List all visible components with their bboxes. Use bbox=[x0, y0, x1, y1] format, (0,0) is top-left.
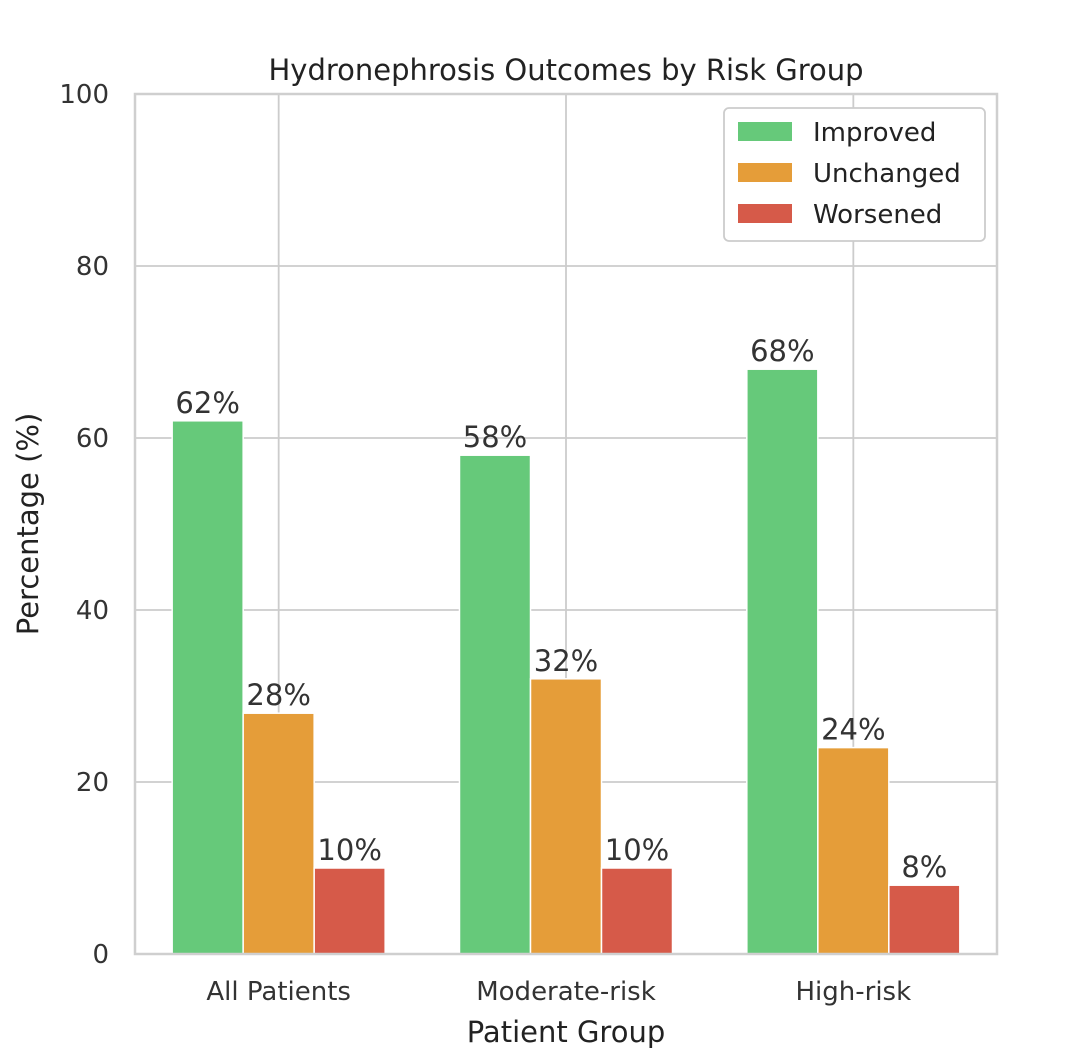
legend-label-worsened: Worsened bbox=[813, 200, 942, 230]
legend-swatch-worsened bbox=[738, 204, 792, 223]
bar-value-label: 32% bbox=[534, 644, 598, 678]
plot-frame bbox=[133, 92, 999, 956]
y-axis-ticks: 0 20 40 60 80 100 bbox=[59, 80, 109, 970]
y-tick-label: 40 bbox=[76, 596, 109, 626]
legend-swatch-improved bbox=[738, 122, 792, 141]
y-tick-label: 0 bbox=[92, 940, 109, 970]
x-axis-ticks: All Patients Moderate-risk High-risk bbox=[206, 977, 911, 1007]
legend-label-improved: Improved bbox=[813, 118, 936, 148]
bar-value-label: 58% bbox=[463, 420, 527, 454]
bar-value-label: 10% bbox=[317, 833, 381, 867]
bar-value-label: 10% bbox=[605, 833, 669, 867]
bars bbox=[171, 368, 961, 955]
legend: Improved Unchanged Worsened bbox=[723, 107, 986, 242]
chart-title: Hydronephrosis Outcomes by Risk Group bbox=[268, 53, 863, 87]
y-axis-label: Percentage (%) bbox=[11, 413, 45, 636]
x-tick-label: All Patients bbox=[206, 977, 351, 1007]
bar-worsened bbox=[600, 867, 674, 955]
bar-value-label: 68% bbox=[750, 334, 814, 368]
bar-improved bbox=[171, 420, 244, 955]
y-tick-label: 100 bbox=[59, 80, 109, 110]
x-tick-label: High-risk bbox=[796, 977, 912, 1007]
bar-unchanged bbox=[529, 678, 603, 955]
legend-label-unchanged: Unchanged bbox=[813, 159, 961, 189]
bar-worsened bbox=[888, 884, 961, 955]
y-tick-label: 80 bbox=[76, 252, 109, 282]
bar-value-label: 62% bbox=[175, 386, 239, 420]
x-axis-label: Patient Group bbox=[467, 1015, 665, 1049]
bar-improved bbox=[458, 454, 532, 955]
bar-worsened bbox=[313, 867, 386, 955]
data-labels: 62% 58% 68% 28% 32% 24% 10% 10% 8% bbox=[175, 334, 947, 884]
bar-improved bbox=[746, 368, 819, 955]
bar-unchanged bbox=[817, 746, 890, 955]
bar-value-label: 24% bbox=[821, 713, 885, 747]
y-tick-label: 60 bbox=[76, 424, 109, 454]
x-tick-label: Moderate-risk bbox=[476, 977, 656, 1007]
y-tick-label: 20 bbox=[76, 768, 109, 798]
bar-unchanged bbox=[242, 712, 315, 955]
legend-swatch-unchanged bbox=[738, 163, 792, 182]
bar-value-label: 28% bbox=[246, 678, 310, 712]
bar-value-label: 8% bbox=[901, 850, 947, 884]
